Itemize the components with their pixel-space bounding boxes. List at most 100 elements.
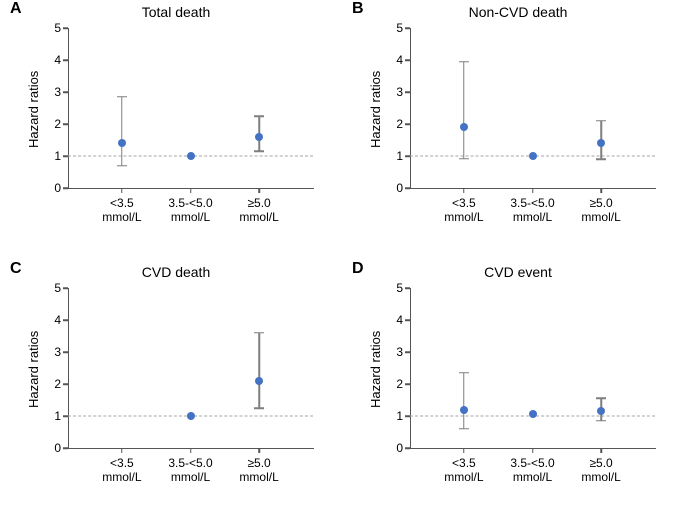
x-tick-mark <box>121 188 123 193</box>
plot-area <box>410 288 656 449</box>
y-tick-label: 5 <box>43 21 61 35</box>
errorbar-cap <box>117 165 127 167</box>
data-point <box>529 410 537 418</box>
errorbar-cap <box>459 372 469 374</box>
data-point <box>460 406 468 414</box>
x-tick-mark <box>258 188 260 193</box>
y-tick-label: 3 <box>385 85 403 99</box>
data-point <box>597 139 605 147</box>
y-tick-label: 3 <box>385 345 403 359</box>
y-tick-label: 3 <box>43 345 61 359</box>
errorbar-cap <box>254 150 264 152</box>
y-tick-label: 5 <box>385 21 403 35</box>
plot-area <box>68 28 314 189</box>
errorbar-cap <box>254 332 264 334</box>
errorbar-cap <box>459 428 469 430</box>
y-tick-label: 0 <box>43 181 61 195</box>
y-tick-label: 2 <box>43 377 61 391</box>
x-tick-label: ≥5.0mmol/L <box>219 196 299 225</box>
errorbar-cap <box>254 407 264 409</box>
y-tick-label: 1 <box>43 409 61 423</box>
y-tick-label: 4 <box>43 53 61 67</box>
data-point <box>187 412 195 420</box>
panel-c: CCVD deathHazard ratios012345<3.5mmol/L3… <box>10 260 342 513</box>
errorbar-cap <box>596 120 606 122</box>
errorbar-cap <box>596 398 606 400</box>
plot-area <box>68 288 314 449</box>
y-tick-mark <box>405 187 410 189</box>
y-tick-mark <box>63 319 68 321</box>
y-tick-mark <box>63 351 68 353</box>
x-tick-label: ≥5.0mmol/L <box>219 456 299 485</box>
y-tick-label: 1 <box>385 409 403 423</box>
errorbar <box>121 97 123 166</box>
y-tick-mark <box>63 187 68 189</box>
x-tick-mark <box>190 188 192 193</box>
x-tick-mark <box>121 448 123 453</box>
x-tick-label: ≥5.0mmol/L <box>561 196 641 225</box>
errorbar-cap <box>596 158 606 160</box>
y-tick-mark <box>405 91 410 93</box>
y-tick-mark <box>405 287 410 289</box>
forest-plot-grid: ATotal deathHazard ratios012345<3.5mmol/… <box>0 0 685 507</box>
data-point <box>460 123 468 131</box>
y-tick-mark <box>63 383 68 385</box>
y-tick-mark <box>405 351 410 353</box>
x-tick-mark <box>600 188 602 193</box>
x-tick-mark <box>532 188 534 193</box>
y-tick-label: 1 <box>43 149 61 163</box>
data-point <box>118 139 126 147</box>
y-tick-mark <box>405 123 410 125</box>
errorbar-cap <box>459 61 469 63</box>
errorbar-cap <box>596 420 606 422</box>
y-tick-mark <box>63 447 68 449</box>
y-tick-label: 0 <box>43 441 61 455</box>
data-point <box>597 407 605 415</box>
data-point <box>255 133 263 141</box>
y-tick-mark <box>63 123 68 125</box>
x-tick-mark <box>532 448 534 453</box>
y-tick-mark <box>405 59 410 61</box>
y-tick-label: 4 <box>385 53 403 67</box>
y-tick-label: 3 <box>43 85 61 99</box>
y-tick-mark <box>405 319 410 321</box>
panel-title: CVD death <box>10 264 342 280</box>
y-tick-label: 2 <box>385 117 403 131</box>
x-tick-mark <box>463 448 465 453</box>
errorbar-cap <box>254 115 264 117</box>
panel-title: Total death <box>10 4 342 20</box>
x-tick-mark <box>463 188 465 193</box>
panel-b: BNon-CVD deathHazard ratios012345<3.5mmo… <box>352 0 684 253</box>
y-tick-mark <box>63 27 68 29</box>
y-tick-mark <box>405 447 410 449</box>
errorbar-cap <box>459 158 469 160</box>
y-axis-label: Hazard ratios <box>368 71 383 148</box>
y-tick-mark <box>405 383 410 385</box>
y-tick-mark <box>63 287 68 289</box>
data-point <box>187 152 195 160</box>
y-tick-label: 0 <box>385 181 403 195</box>
y-tick-label: 4 <box>385 313 403 327</box>
errorbar <box>463 62 465 159</box>
data-point <box>529 152 537 160</box>
y-tick-label: 0 <box>385 441 403 455</box>
errorbar-cap <box>117 96 127 98</box>
y-axis-label: Hazard ratios <box>368 331 383 408</box>
y-tick-label: 4 <box>43 313 61 327</box>
x-tick-label: ≥5.0mmol/L <box>561 456 641 485</box>
y-tick-label: 2 <box>43 117 61 131</box>
x-tick-mark <box>600 448 602 453</box>
y-axis-label: Hazard ratios <box>26 71 41 148</box>
panel-title: CVD event <box>352 264 684 280</box>
x-tick-mark <box>258 448 260 453</box>
panel-a: ATotal deathHazard ratios012345<3.5mmol/… <box>10 0 342 253</box>
y-tick-mark <box>63 59 68 61</box>
x-tick-mark <box>190 448 192 453</box>
errorbar <box>258 333 260 408</box>
y-tick-mark <box>405 27 410 29</box>
y-tick-label: 1 <box>385 149 403 163</box>
panel-title: Non-CVD death <box>352 4 684 20</box>
panel-d: DCVD eventHazard ratios012345<3.5mmol/L3… <box>352 260 684 513</box>
y-tick-label: 5 <box>43 281 61 295</box>
y-tick-mark <box>63 91 68 93</box>
